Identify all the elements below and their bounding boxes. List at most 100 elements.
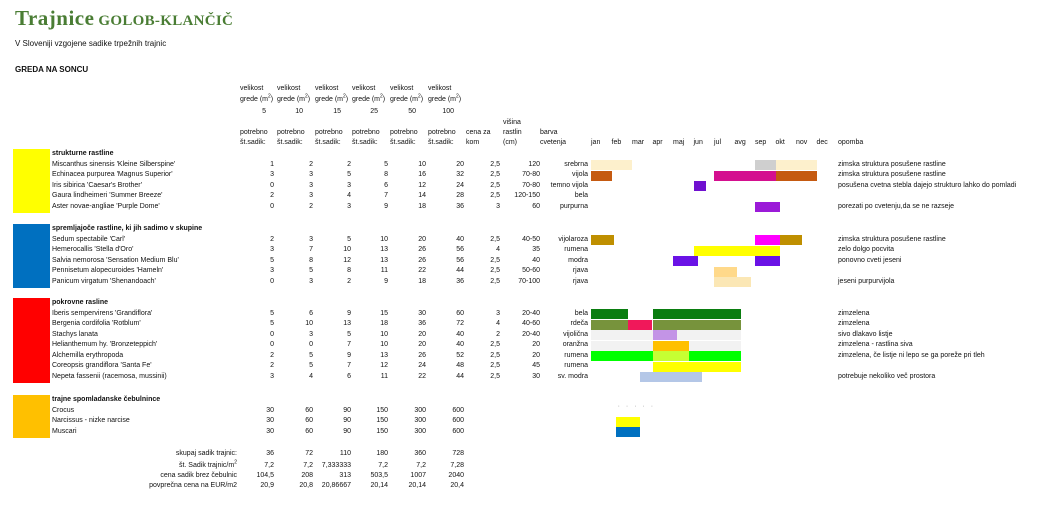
plant-price: 2,5 bbox=[490, 256, 500, 264]
summary-value: 20,86667 bbox=[321, 482, 351, 489]
summary-value: 7,2 bbox=[416, 462, 426, 469]
plant-name: Echinacea purpurea 'Magnus Superior' bbox=[52, 171, 173, 178]
plant-note: zimzelena bbox=[838, 320, 870, 327]
tagline: V Sloveniji vzgojene sadike trpežnih tra… bbox=[15, 39, 167, 48]
plant-name: Stachys lanata bbox=[52, 330, 98, 338]
area-unit-text: grede (m bbox=[352, 96, 381, 103]
color-header-2: cvetenja bbox=[540, 139, 567, 146]
plant-name: Iberis sempervirens 'Grandiflora' bbox=[52, 309, 153, 317]
plant-color: purpurna bbox=[559, 202, 588, 210]
need-label-2: št.sadik: bbox=[428, 139, 454, 146]
area-unit-end: ) bbox=[420, 96, 424, 103]
plant-count: 11 bbox=[380, 372, 388, 380]
plant-name: Muscari bbox=[52, 427, 77, 435]
bloom-bar bbox=[591, 170, 612, 181]
bloom-bar bbox=[627, 319, 653, 330]
plant-count: 12 bbox=[380, 362, 388, 369]
area-unit-sup: 2 bbox=[305, 93, 308, 100]
plant-note: zimzelena, če listje ni lepo se ga porež… bbox=[838, 351, 985, 359]
area-label-unit: grede (m2) bbox=[390, 94, 426, 104]
plant-count: 3 bbox=[309, 192, 313, 199]
plant-name: Coreopsis grandiflora 'Santa Fe' bbox=[52, 362, 152, 369]
plant-count: 300 bbox=[414, 406, 426, 414]
plant-price: 2,5 bbox=[490, 362, 500, 369]
plant-count: 48 bbox=[456, 362, 464, 369]
plant-price: 2,5 bbox=[490, 372, 500, 380]
plant-count: 5 bbox=[270, 309, 274, 317]
bloom-bar bbox=[591, 319, 628, 330]
summary-label-text: skupaj sadik trajnic: bbox=[175, 450, 237, 457]
bloom-bar bbox=[693, 181, 706, 191]
plant-count: 5 bbox=[309, 351, 313, 359]
summary-value: 20,14 bbox=[408, 482, 426, 489]
plant-name: Bergenia cordifolia 'Rotblum' bbox=[52, 320, 141, 327]
plant-count: 30 bbox=[418, 309, 426, 317]
summary-value: 7,2 bbox=[378, 462, 388, 469]
summary-value: 7,28 bbox=[450, 462, 464, 469]
bloom-bar bbox=[640, 372, 702, 382]
bloom-bar bbox=[755, 160, 776, 170]
plant-count: 300 bbox=[414, 417, 426, 424]
area-unit-end: ) bbox=[270, 96, 274, 103]
area-unit-end: ) bbox=[345, 96, 349, 103]
plant-color: bela bbox=[574, 309, 588, 317]
summary-value: 110 bbox=[339, 450, 351, 457]
plant-count: 5 bbox=[347, 171, 351, 178]
plant-name: Miscanthus sinensis 'Kleine Silberspine' bbox=[52, 160, 176, 168]
plant-color: rumena bbox=[564, 362, 588, 369]
plant-name: Narcissus - nizke narcise bbox=[52, 417, 130, 424]
area-label: velikost bbox=[428, 85, 452, 92]
need-label-2: št.sadik: bbox=[390, 139, 416, 146]
plant-count: 40 bbox=[456, 330, 464, 338]
month-header: mar bbox=[632, 139, 645, 146]
plant-count: 30 bbox=[266, 417, 274, 424]
plant-color: vijolična bbox=[563, 330, 588, 338]
summary-value: 2040 bbox=[448, 472, 464, 479]
bloom-bar bbox=[591, 340, 653, 351]
plant-count: 13 bbox=[380, 256, 388, 264]
bloom-bar bbox=[591, 330, 653, 340]
height-header-0: višina bbox=[503, 119, 521, 126]
plant-count: 22 bbox=[418, 267, 426, 274]
plant-count: 24 bbox=[456, 181, 464, 189]
plant-count: 5 bbox=[309, 267, 313, 274]
plant-price: 4 bbox=[496, 246, 500, 253]
brand-name-big: Trajnice bbox=[15, 6, 95, 30]
plant-color: rumena bbox=[564, 351, 588, 359]
plant-count: 10 bbox=[418, 160, 426, 168]
plant-count: 0 bbox=[270, 277, 274, 285]
height-header-2: (cm) bbox=[503, 139, 517, 146]
plant-count: 20 bbox=[418, 341, 426, 348]
area-unit-sup: 2 bbox=[380, 93, 383, 100]
plant-count: 3 bbox=[309, 181, 313, 189]
month-header: sep bbox=[755, 139, 767, 146]
need-label-2: št.sadik: bbox=[315, 139, 341, 146]
area-unit-sup: 2 bbox=[268, 93, 271, 100]
summary-value: 20,14 bbox=[370, 482, 388, 489]
plant-count: 15 bbox=[380, 309, 388, 317]
plant-count: 30 bbox=[266, 427, 274, 435]
group-color-block bbox=[13, 224, 50, 288]
need-label-2: št.sadik: bbox=[277, 139, 303, 146]
plant-height: 30 bbox=[532, 372, 540, 380]
summary-label: cena sadik brez čebulnic bbox=[80, 471, 237, 480]
group-color-block bbox=[13, 149, 50, 213]
plant-count: 2 bbox=[309, 202, 313, 210]
plant-count: 28 bbox=[456, 192, 464, 199]
area-unit-text: grede (m bbox=[240, 96, 269, 103]
bloom-bar bbox=[714, 170, 776, 181]
plant-count: 4 bbox=[309, 372, 313, 380]
plant-price: 2,5 bbox=[490, 192, 500, 199]
plant-height: 40-60 bbox=[522, 320, 540, 327]
plant-count: 7 bbox=[347, 341, 351, 348]
summary-label-text: povprečna cena na EUR/m2 bbox=[149, 482, 237, 489]
plant-count: 10 bbox=[380, 330, 388, 338]
area-label-unit: grede (m2) bbox=[277, 93, 313, 104]
plant-count: 12 bbox=[343, 256, 351, 264]
month-header: dec bbox=[816, 139, 828, 146]
plant-color: modra bbox=[568, 256, 588, 264]
group-color-block bbox=[13, 298, 50, 383]
summary-value: 503,5 bbox=[370, 472, 388, 479]
price-header-2: kom bbox=[466, 139, 480, 146]
area-label-unit: grede (m2) bbox=[428, 94, 464, 104]
